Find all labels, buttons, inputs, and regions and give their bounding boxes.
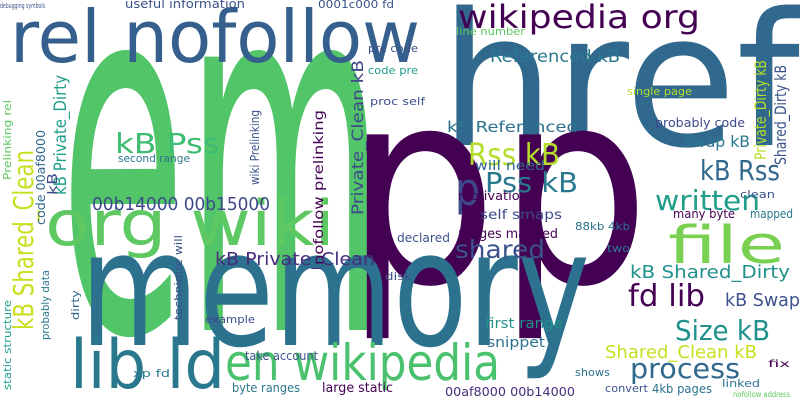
word: kB Referenced — [447, 118, 578, 136]
word: Prelinking rel — [1, 100, 14, 180]
word: two — [607, 242, 630, 255]
word: 00b14000 00b15000 — [92, 194, 270, 215]
word: org wiki — [45, 187, 335, 260]
word: Referenced kB — [490, 47, 620, 67]
word: em — [60, 0, 385, 400]
word: href — [440, 0, 800, 189]
word: dirty — [69, 289, 82, 320]
word: take account — [245, 349, 318, 363]
word: Swap kB — [683, 132, 750, 151]
word: nofollow prelinking — [312, 110, 327, 265]
word: wikipedia org — [458, 0, 700, 36]
word: en wikipedia — [225, 334, 500, 392]
word: kB Private_Dirty — [51, 75, 71, 195]
word: kB Pss — [115, 127, 220, 160]
word: nofollow address — [733, 390, 790, 399]
word: lib ld — [70, 326, 225, 400]
word: code 00af8000 — [34, 130, 48, 225]
word: example — [205, 313, 255, 326]
word: Pss kB — [485, 166, 578, 199]
word: kB Private_Clean — [215, 249, 375, 270]
word: disk — [385, 270, 413, 283]
word: shared — [455, 235, 545, 264]
word: fix — [768, 359, 790, 370]
word: pre code — [368, 42, 418, 55]
word: will need — [475, 159, 545, 174]
word: probably data — [39, 270, 52, 340]
word: Private_Clean kB — [348, 60, 368, 215]
word: kB Swap — [725, 290, 800, 311]
word: snippet — [487, 335, 546, 351]
word: memory — [80, 196, 590, 383]
word: motivation — [458, 189, 528, 203]
word: debugging symbols — [0, 2, 45, 10]
word: single page — [627, 85, 692, 98]
word: Private_Dirty kB — [751, 60, 771, 160]
word: declared — [397, 231, 450, 245]
word: wiki Prelinking — [248, 110, 262, 185]
word: Size kB — [675, 314, 770, 347]
word: kB Shared_Clean — [7, 150, 40, 330]
word: p — [455, 163, 480, 216]
word: line number — [456, 25, 525, 38]
word: first range — [485, 316, 563, 332]
word: convert — [605, 382, 649, 395]
word: fd lib — [628, 279, 705, 314]
word: rel nofollow — [10, 0, 420, 79]
word: 0001c000 fd — [318, 0, 394, 11]
word: many byte — [673, 207, 735, 221]
word: 00af8000 00b14000 — [445, 385, 575, 399]
word: second range — [118, 152, 190, 165]
word: byte ranges — [232, 381, 300, 395]
word: file — [668, 216, 785, 276]
word: probably code — [655, 116, 745, 130]
word: useful information — [125, 0, 245, 11]
word: 88kb 4kb — [575, 220, 630, 233]
word: pp — [345, 31, 650, 346]
word: 4kb pages — [652, 382, 712, 396]
word: technique will — [172, 235, 185, 320]
word: static structure — [1, 300, 14, 390]
word: self smaps — [480, 208, 562, 223]
word: clean — [740, 188, 775, 201]
word: Shared_Clean kB — [605, 342, 757, 363]
word: process — [630, 352, 740, 385]
word: large static — [322, 381, 393, 396]
word: xp fd — [133, 367, 170, 380]
word: Rss kB — [468, 138, 560, 173]
word: kB — [46, 173, 61, 195]
word: proc self — [370, 95, 426, 108]
word: mapped — [750, 207, 793, 221]
word: ranges mapped — [458, 227, 558, 242]
word: shows — [575, 366, 610, 379]
word: kB Rss — [700, 154, 780, 187]
word: Shared_Dirty kB — [771, 65, 791, 165]
word: written — [655, 184, 760, 217]
word: kB Shared_Dirty — [630, 262, 790, 283]
word: linked — [722, 377, 760, 390]
word: code pre — [368, 64, 418, 77]
